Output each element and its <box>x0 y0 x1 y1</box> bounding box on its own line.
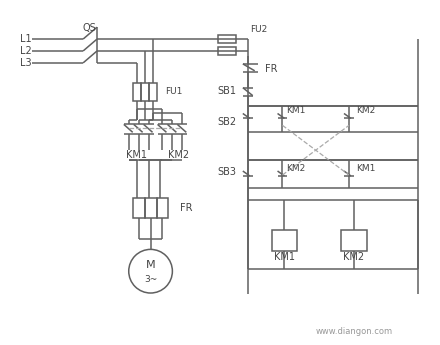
Text: L1: L1 <box>20 34 31 44</box>
Text: KM1: KM1 <box>356 164 375 172</box>
Bar <box>133 198 145 218</box>
Text: FR: FR <box>264 64 277 74</box>
Text: SB1: SB1 <box>218 86 237 96</box>
Text: KM1: KM1 <box>126 150 147 160</box>
Text: SB2: SB2 <box>218 117 237 127</box>
Bar <box>157 198 169 218</box>
Text: FR: FR <box>180 203 193 213</box>
Text: 3~: 3~ <box>144 275 157 284</box>
Text: FU1: FU1 <box>165 87 183 96</box>
Text: FU2: FU2 <box>250 24 267 34</box>
Text: KM1: KM1 <box>286 106 306 115</box>
Text: QS: QS <box>82 23 96 33</box>
Text: KM1: KM1 <box>274 252 295 262</box>
Bar <box>218 35 236 43</box>
Bar <box>218 47 236 55</box>
Bar <box>133 83 141 101</box>
Text: L3: L3 <box>20 58 31 68</box>
Text: www.diangon.com: www.diangon.com <box>315 327 392 336</box>
Text: KM2: KM2 <box>169 150 190 160</box>
Text: L2: L2 <box>20 46 31 56</box>
Bar <box>145 198 157 218</box>
Bar <box>141 83 149 101</box>
Text: M: M <box>146 260 155 270</box>
Bar <box>341 229 367 252</box>
Text: KM2: KM2 <box>356 106 375 115</box>
Text: KM2: KM2 <box>286 164 306 172</box>
Bar <box>271 229 297 252</box>
Bar <box>149 83 157 101</box>
Text: KM2: KM2 <box>343 252 364 262</box>
Text: SB3: SB3 <box>218 167 237 177</box>
